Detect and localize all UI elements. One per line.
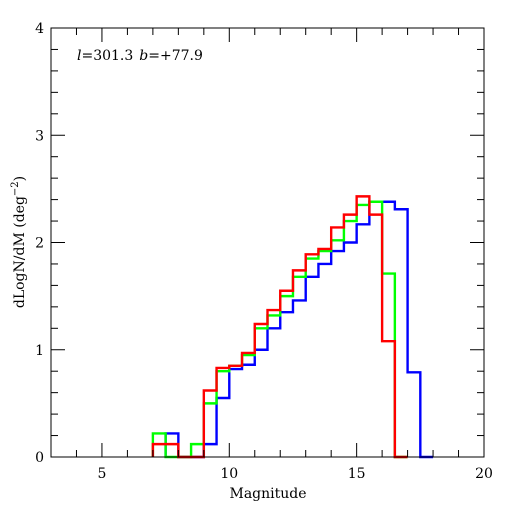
y-tick-label: 0 (35, 450, 44, 466)
annotation-b-value: =+77.9 (148, 48, 203, 64)
y-axis-label-superscript: −2 (10, 181, 21, 196)
annotation-l-symbol: l (77, 48, 81, 64)
field-annotation: l=301.3 b=+77.9 (77, 48, 203, 64)
x-tick-label: 20 (475, 466, 493, 482)
annotation-b-symbol: b (139, 48, 148, 64)
histogram-series-1 (164, 200, 434, 459)
series-layer (151, 195, 434, 459)
y-tick-labels: 0 1 2 3 4 (35, 21, 44, 466)
y-axis-label-close: ) (12, 176, 28, 181)
y-tick-label: 4 (35, 21, 44, 37)
plot-frame (50, 27, 485, 458)
x-tick-label: 10 (220, 466, 238, 482)
y-tick-label: 3 (35, 128, 44, 144)
annotation-l-value: =301.3 (81, 48, 133, 64)
x-tick-label: 15 (348, 466, 366, 482)
ticks-layer (51, 27, 485, 458)
y-axis-label-main: dLogN/dM (deg (12, 196, 28, 308)
y-axis-label: dLogN/dM (deg−2) (10, 176, 28, 308)
y-tick-label: 1 (35, 343, 44, 359)
y-tick-label: 2 (35, 236, 44, 252)
x-tick-labels: 5 10 15 20 (97, 466, 492, 482)
x-axis-label: Magnitude (229, 486, 306, 502)
histogram-series-3 (151, 195, 408, 459)
x-tick-label: 5 (97, 466, 106, 482)
